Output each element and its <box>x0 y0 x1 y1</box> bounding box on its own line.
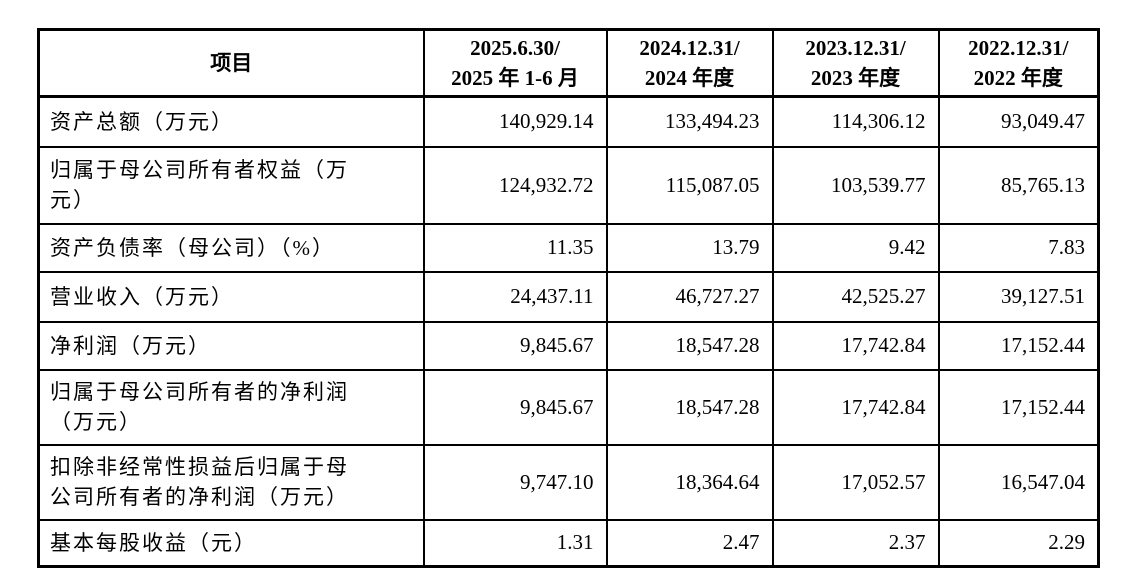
table-row-basic-eps: 基本每股收益（元） 1.31 2.47 2.37 2.29 <box>37 518 1100 568</box>
value-cell: 42,525.27 <box>771 270 940 323</box>
value-cell: 2.47 <box>605 518 774 568</box>
value-cell: 124,932.72 <box>422 145 608 225</box>
table-row-operating-revenue: 营业收入（万元） 24,437.11 46,727.27 42,525.27 3… <box>37 270 1100 323</box>
value-cell: 9,747.10 <box>422 443 608 521</box>
row-label: 基本每股收益（元） <box>37 518 425 568</box>
value-cell: 18,364.64 <box>605 443 774 521</box>
row-label: 营业收入（万元） <box>37 270 425 323</box>
row-label: 净利润（万元） <box>37 320 425 371</box>
value-cell: 7.83 <box>937 222 1100 273</box>
value-cell: 17,052.57 <box>771 443 940 521</box>
row-label-line: 净利润（万元） <box>50 333 211 358</box>
header-period-date: 2022.12.31/ <box>968 36 1069 60</box>
row-label-line: 资产负债率（母公司）（%） <box>50 235 335 260</box>
header-cell-period-2023: 2023.12.31/ 2023 年度 <box>771 28 940 98</box>
value-cell: 18,547.28 <box>605 368 774 446</box>
header-period-date: 2025.6.30/ <box>470 36 560 60</box>
value-cell: 2.37 <box>771 518 940 568</box>
value-cell: 9,845.67 <box>422 320 608 371</box>
table-row-parent-net-profit: 归属于母公司所有者的净利润 （万元） 9,845.67 18,547.28 17… <box>37 368 1100 446</box>
value-cell: 17,742.84 <box>771 368 940 446</box>
row-label-line: （万元） <box>50 410 142 434</box>
value-cell: 13.79 <box>605 222 774 273</box>
value-cell: 85,765.13 <box>937 145 1100 225</box>
row-label: 扣除非经常性损益后归属于母 公司所有者的净利润（万元） <box>37 443 425 521</box>
header-period-range: 2023 年度 <box>810 66 901 90</box>
value-cell: 1.31 <box>422 518 608 568</box>
header-cell-period-2025: 2025.6.30/ 2025 年 1-6 月 <box>422 28 608 98</box>
row-label: 归属于母公司所有者权益（万 元） <box>37 145 425 225</box>
value-cell: 140,929.14 <box>422 95 608 148</box>
row-label-line: 元） <box>50 188 96 212</box>
value-cell: 93,049.47 <box>937 95 1100 148</box>
header-row: 项目 2025.6.30/ 2025 年 1-6 月 2024.12.31/ 2… <box>37 28 1100 98</box>
value-cell: 18,547.28 <box>605 320 774 371</box>
value-cell: 115,087.05 <box>605 145 774 225</box>
header-cell-period-2024: 2024.12.31/ 2024 年度 <box>605 28 774 98</box>
value-cell: 39,127.51 <box>937 270 1100 323</box>
header-period-range: 2024 年度 <box>644 66 735 90</box>
value-cell: 17,152.44 <box>937 320 1100 371</box>
header-period-range: 2022 年度 <box>973 66 1063 90</box>
header-period-range: 2025 年 1-6 月 <box>451 66 579 90</box>
row-label-line: 基本每股收益（元） <box>50 530 257 555</box>
table-row-total-assets: 资产总额（万元） 140,929.14 133,494.23 114,306.1… <box>37 95 1100 148</box>
financial-summary-table: 项目 2025.6.30/ 2025 年 1-6 月 2024.12.31/ 2… <box>37 28 1100 568</box>
table-row-parent-equity: 归属于母公司所有者权益（万 元） 124,932.72 115,087.05 1… <box>37 145 1100 225</box>
row-label: 归属于母公司所有者的净利润 （万元） <box>37 368 425 446</box>
value-cell: 9.42 <box>771 222 940 273</box>
row-label-line: 资产总额（万元） <box>50 109 234 134</box>
value-cell: 24,437.11 <box>422 270 608 323</box>
row-label-line: 归属于母公司所有者权益（万 <box>50 158 349 182</box>
value-cell: 16,547.04 <box>937 443 1100 521</box>
value-cell: 17,152.44 <box>937 368 1100 446</box>
value-cell: 17,742.84 <box>771 320 940 371</box>
value-cell: 114,306.12 <box>771 95 940 148</box>
header-period-date: 2024.12.31/ <box>639 36 740 60</box>
value-cell: 11.35 <box>422 222 608 273</box>
header-period-date: 2023.12.31/ <box>805 36 906 60</box>
row-label: 资产总额（万元） <box>37 95 425 148</box>
value-cell: 103,539.77 <box>771 145 940 225</box>
value-cell: 46,727.27 <box>605 270 774 323</box>
header-cell-period-2022: 2022.12.31/ 2022 年度 <box>937 28 1100 98</box>
row-label-line: 公司所有者的净利润（万元） <box>50 485 349 509</box>
value-cell: 2.29 <box>937 518 1100 568</box>
value-cell: 133,494.23 <box>605 95 774 148</box>
row-label-line: 归属于母公司所有者的净利润 <box>50 380 349 404</box>
row-label: 资产负债率（母公司）（%） <box>37 222 425 273</box>
value-cell: 9,845.67 <box>422 368 608 446</box>
row-label-line: 扣除非经常性损益后归属于母 <box>50 455 349 479</box>
table-row-deducted-net-profit: 扣除非经常性损益后归属于母 公司所有者的净利润（万元） 9,747.10 18,… <box>37 443 1100 521</box>
table-row-net-profit: 净利润（万元） 9,845.67 18,547.28 17,742.84 17,… <box>37 320 1100 371</box>
header-cell-item: 项目 <box>37 28 425 98</box>
row-label-line: 营业收入（万元） <box>50 284 234 309</box>
table-row-debt-ratio: 资产负债率（母公司）（%） 11.35 13.79 9.42 7.83 <box>37 222 1100 273</box>
